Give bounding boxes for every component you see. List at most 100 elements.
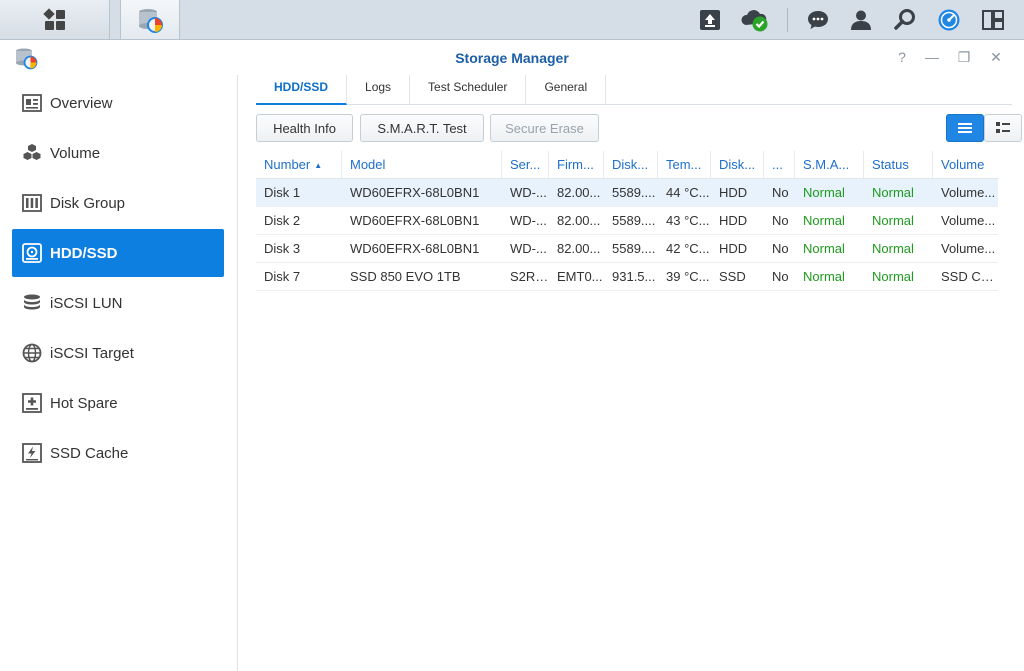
- cell-model: WD60EFRX-68L0BN1: [350, 185, 480, 200]
- restore-icon: ❐: [957, 48, 971, 65]
- sort-ascending-icon: ▲: [314, 161, 323, 170]
- sidebar-item-disk-group[interactable]: Disk Group: [12, 179, 224, 227]
- cell-status: Normal: [872, 241, 914, 256]
- main-menu-button[interactable]: [0, 0, 110, 39]
- table-row[interactable]: Disk 7 SSD 850 EVO 1TB S2RF... EMT0... 9…: [256, 263, 998, 291]
- sidebar-item-label: iSCSI Target: [50, 344, 134, 362]
- cell-extra: No: [772, 185, 789, 200]
- cell-volume: SSD Ca...: [941, 269, 998, 284]
- sidebar-item-label: SSD Cache: [50, 444, 129, 462]
- cell-extra: No: [772, 241, 789, 256]
- cell-serial: WD-...: [510, 241, 547, 256]
- cell-volume: Volume...: [941, 241, 996, 256]
- cell-number: Disk 1: [264, 185, 301, 200]
- sidebar-item-overview[interactable]: Overview: [12, 79, 224, 127]
- plus-box-icon: [22, 393, 42, 413]
- cell-model: SSD 850 EVO 1TB: [350, 269, 461, 284]
- dashboard-button[interactable]: [936, 7, 962, 33]
- cloud-sync-button[interactable]: [740, 7, 772, 33]
- sidebar: Overview Volume Disk Group HDD/SSD iSCSI…: [0, 75, 238, 671]
- column-header-temperature[interactable]: Tem...: [658, 151, 711, 179]
- upload-icon: [700, 10, 720, 30]
- chat-button[interactable]: [805, 7, 831, 33]
- window-titlebar[interactable]: Storage Manager ? — ❐ ✕: [0, 40, 1024, 75]
- tab-logs[interactable]: Logs: [347, 75, 411, 105]
- table-header: Number ▲ Model Ser... Firm... Disk... Tem…: [256, 151, 998, 179]
- cell-serial: WD-...: [510, 185, 547, 200]
- smart-test-button[interactable]: S.M.A.R.T. Test: [360, 114, 484, 142]
- help-button[interactable]: ?: [894, 49, 910, 65]
- column-header-disk-type[interactable]: Disk...: [711, 151, 764, 179]
- list-view-button[interactable]: [946, 114, 984, 142]
- secure-erase-button[interactable]: Secure Erase: [490, 114, 599, 142]
- sidebar-item-label: iSCSI LUN: [50, 294, 123, 312]
- sidebar-item-label: HDD/SSD: [50, 244, 118, 262]
- column-header-model[interactable]: Model: [342, 151, 502, 179]
- column-header-extra[interactable]: ...: [764, 151, 795, 179]
- cell-disk-size: 931.5...: [612, 269, 656, 284]
- cell-volume: Volume...: [941, 213, 996, 228]
- overview-icon: [22, 93, 42, 113]
- taskbar-storage-manager-button[interactable]: [120, 0, 180, 39]
- sidebar-item-ssd-cache[interactable]: SSD Cache: [12, 429, 224, 477]
- user-icon: [851, 10, 871, 30]
- cell-temperature: 39 °C...: [666, 269, 710, 284]
- cell-disk-type: SSD: [719, 269, 746, 284]
- cell-smart: Normal: [803, 185, 845, 200]
- tab-bar: HDD/SSD Logs Test Scheduler General: [256, 75, 1012, 105]
- cell-status: Normal: [872, 213, 914, 228]
- cell-status: Normal: [872, 185, 914, 200]
- column-header-serial[interactable]: Ser...: [502, 151, 549, 179]
- table-row[interactable]: Disk 1 WD60EFRX-68L0BN1 WD-... 82.00... …: [256, 179, 998, 207]
- cell-status: Normal: [872, 269, 914, 284]
- widgets-button[interactable]: [980, 7, 1006, 33]
- cell-disk-type: HDD: [719, 185, 748, 200]
- user-button[interactable]: [848, 7, 874, 33]
- tab-general[interactable]: General: [526, 75, 607, 105]
- column-header-smart[interactable]: S.M.A...: [795, 151, 864, 179]
- column-header-label: Number: [264, 157, 311, 172]
- help-icon: ?: [898, 49, 906, 65]
- disk-group-icon: [22, 193, 42, 213]
- lightning-icon: [22, 443, 42, 463]
- close-button[interactable]: ✕: [988, 49, 1004, 65]
- sidebar-item-hdd-ssd[interactable]: HDD/SSD: [12, 229, 224, 277]
- cell-temperature: 44 °C...: [666, 185, 710, 200]
- sidebar-item-iscsi-target[interactable]: iSCSI Target: [12, 329, 224, 377]
- search-button[interactable]: [892, 7, 918, 33]
- cell-firmware: 82.00...: [557, 241, 601, 256]
- cell-temperature: 43 °C...: [666, 213, 710, 228]
- cell-model: WD60EFRX-68L0BN1: [350, 241, 480, 256]
- health-info-button[interactable]: Health Info: [256, 114, 353, 142]
- cell-extra: No: [772, 269, 789, 284]
- cell-firmware: EMT0...: [557, 269, 603, 284]
- restore-button[interactable]: ❐: [956, 49, 972, 65]
- minimize-button[interactable]: —: [924, 49, 940, 65]
- column-header-status[interactable]: Status: [864, 151, 933, 179]
- toolbar: Health Info S.M.A.R.T. Test Secure Erase: [256, 114, 1022, 142]
- tab-hdd-ssd[interactable]: HDD/SSD: [256, 75, 348, 105]
- cell-model: WD60EFRX-68L0BN1: [350, 213, 480, 228]
- search-icon: [894, 9, 915, 30]
- column-header-number[interactable]: Number ▲: [256, 151, 342, 179]
- column-header-firmware[interactable]: Firm...: [549, 151, 604, 179]
- detail-view-icon: [996, 122, 1010, 133]
- table-row[interactable]: Disk 3 WD60EFRX-68L0BN1 WD-... 82.00... …: [256, 235, 998, 263]
- upload-button[interactable]: [697, 7, 723, 33]
- dashboard-icon: [938, 9, 960, 31]
- cell-number: Disk 3: [264, 241, 301, 256]
- tab-test-scheduler[interactable]: Test Scheduler: [410, 75, 527, 105]
- main-panel: HDD/SSD Logs Test Scheduler General Heal…: [240, 75, 1024, 671]
- column-header-volume[interactable]: Volume: [941, 157, 985, 172]
- database-icon: [22, 293, 42, 313]
- sidebar-item-iscsi-lun[interactable]: iSCSI LUN: [12, 279, 224, 327]
- cell-smart: Normal: [803, 241, 845, 256]
- list-view-icon: [958, 123, 972, 133]
- sidebar-item-volume[interactable]: Volume: [12, 129, 224, 177]
- detail-view-button[interactable]: [984, 114, 1022, 142]
- sidebar-item-hot-spare[interactable]: Hot Spare: [12, 379, 224, 427]
- table-row[interactable]: Disk 2 WD60EFRX-68L0BN1 WD-... 82.00... …: [256, 207, 998, 235]
- cell-firmware: 82.00...: [557, 185, 601, 200]
- column-header-disk-size[interactable]: Disk...: [604, 151, 658, 179]
- cell-smart: Normal: [803, 269, 845, 284]
